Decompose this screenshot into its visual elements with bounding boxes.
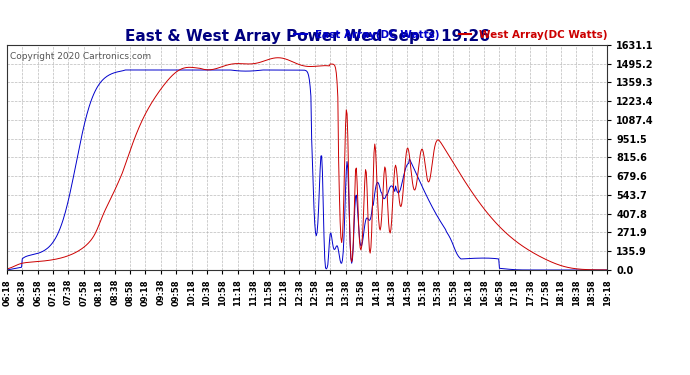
Title: East & West Array Power Wed Sep 2 19:26: East & West Array Power Wed Sep 2 19:26 xyxy=(125,29,489,44)
Text: East Array(DC Watts): East Array(DC Watts) xyxy=(0,374,1,375)
Text: Copyright 2020 Cartronics.com: Copyright 2020 Cartronics.com xyxy=(10,52,151,61)
Text: West Array(DC Watts): West Array(DC Watts) xyxy=(0,374,1,375)
Legend: East Array(DC Watts), West Array(DC Watts): East Array(DC Watts), West Array(DC Watt… xyxy=(294,30,608,40)
